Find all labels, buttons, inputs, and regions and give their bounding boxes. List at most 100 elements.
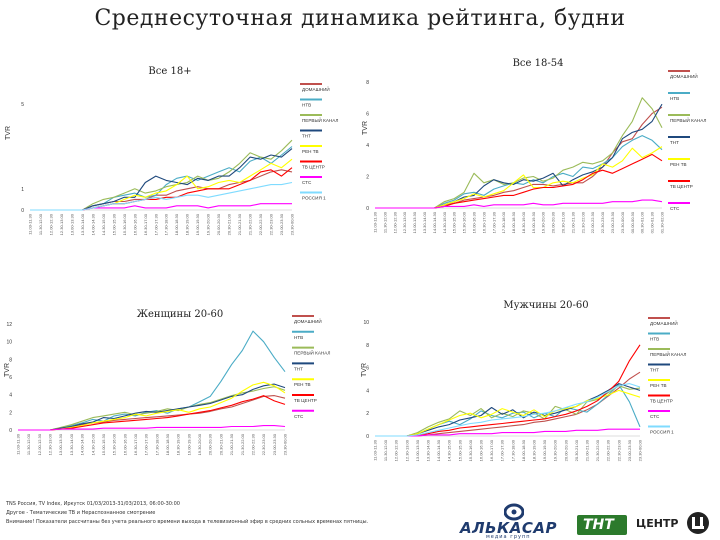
x-tick-label: 13.00-13.30 [58,433,63,455]
y-tick-label: 0 [21,208,24,214]
x-tick-label: 11.03-11.30 [28,213,33,235]
legend-label: РЕН ТВ [670,162,687,167]
x-tick-label: 17.00-17.30 [153,213,158,235]
legend-label: ТНТ [650,368,659,373]
legend-label: РЕН ТВ [302,149,319,154]
x-tick-label: 15.30-16.00 [468,439,473,461]
x-tick-label: 11.30-12.00 [383,439,388,461]
legend-label: РЕН ТВ [294,382,311,387]
y-tick-label: 2 [9,410,12,416]
x-tick-label: 12.00-12.30 [48,213,53,235]
x-tick-label: 21.00-21.30 [570,211,575,233]
x-tick-label: 11.30-12.00 [382,211,387,233]
alkasar-emblem-icon [504,503,524,521]
series-line-5 [375,389,641,437]
x-tick-label: 12.30-13.00 [402,211,407,233]
legend-label: НТВ [302,103,311,108]
x-tick-label: 18.30-19.00 [176,433,181,455]
x-tick-label: 12.30-13.00 [59,213,64,235]
x-tick-label: 23.00-23.30 [272,433,277,455]
x-tick-label: 19.00-19.30 [531,211,536,233]
x-tick-label: 22.30-23.00 [269,213,274,235]
legend-label: ТНТ [302,134,311,139]
x-tick-label: 20.00-20.30 [208,433,213,455]
legend-label: ТВ ЦЕНТР [302,165,325,170]
y-tick-label: 1 [21,187,24,193]
x-tick-label: 19.30-20.00 [553,439,558,461]
x-tick-label: 18.30-19.00 [521,211,526,233]
series-line-5 [375,146,663,209]
alkasar-name: АЛЬКАСАР [460,519,557,537]
x-tick-label: 19.00-19.30 [186,433,191,455]
x-tick-label: 17.30-18.00 [164,213,169,235]
legend-label: СТС [650,414,660,419]
y-tick-label: 12 [6,322,12,328]
legend-label: ТНТ [294,366,303,371]
chart-panel-4: Мужчины 20-60 TVR 0 2 4 6 8 10 11.03-11.30 11.30-… [361,300,686,461]
centre-logo-text: ЦЕНТР [636,517,679,530]
series-line-4 [18,383,286,431]
tnt-logo: ТНТ [577,515,627,535]
legend-label: ПЕРВЫЙ КАНАЛ [670,116,706,123]
legend-label: СТС [670,206,680,211]
x-tick-label: 14.00-14.30 [436,439,441,461]
x-tick-label: 12.00-12.30 [37,433,42,455]
y-tick-label: 2 [366,175,369,181]
legend-label: РОССИЯ 1 [302,196,326,201]
x-tick-label: 23.30-00.00 [290,213,295,235]
series-line-3 [375,385,641,437]
x-tick-label: 11.03-11.30 [16,433,21,455]
x-tick-label: 13.30-14.00 [422,211,427,233]
legend-label: НТВ [294,335,303,340]
x-tick-label: 18.00-18.30 [174,213,179,235]
x-tick-label: 18.30-19.00 [185,213,190,235]
x-tick-label: 19.30-20.00 [541,211,546,233]
x-tick-label: 21.30-22.00 [595,439,600,461]
x-tick-label: 14.30-15.00 [101,213,106,235]
x-tick-label: 12.00-12.30 [394,439,399,461]
x-tick-label: 17.30-18.00 [154,433,159,455]
x-tick-label: 13.30-14.00 [69,433,74,455]
y-tick-label: 0 [366,206,369,212]
x-tick-label: 21.30-22.00 [240,433,245,455]
series-line-7 [375,199,663,209]
x-tick-label: 13.00-13.30 [415,439,420,461]
chart-panel-3: Женщины 20-60 TVR 0 2 4 6 8 10 12 11.03-11.30 11.3… [4,309,330,455]
x-tick-label: 20.00-20.30 [563,439,568,461]
x-tick-label: 01.00-01.30 [650,211,655,233]
series-line-4 [375,103,663,209]
y-tick-label: 6 [366,366,369,372]
x-tick-label: 22.00-22.30 [606,439,611,461]
x-tick-label: 18.00-18.30 [165,433,170,455]
x-tick-label: 16.30-17.00 [143,213,148,235]
x-tick-label: 19.30-20.00 [197,433,202,455]
y-tick-label: 0 [366,434,369,440]
x-tick-label: 16.00-16.30 [122,433,127,455]
legend-label: НТВ [670,96,679,101]
y-tick-label: 8 [366,80,369,86]
x-tick-label: 15.30-16.00 [112,433,117,455]
centre-logo: ЦЕНТР [630,511,720,539]
x-tick-label: 18.30-19.00 [532,439,537,461]
x-tick-label: 23.00-23.30 [627,439,632,461]
x-tick-label: 13.00-13.30 [69,213,74,235]
x-tick-label: 19.00-19.30 [195,213,200,235]
legend-label: ПЕРВЫЙ КАНАЛ [650,350,686,357]
x-tick-label: 15.30-16.00 [122,213,127,235]
x-tick-label: 21.30-22.00 [248,213,253,235]
x-tick-label: 16.30-17.00 [489,439,494,461]
x-tick-label: 15.30-16.00 [462,211,467,233]
x-tick-label: 14.30-15.00 [90,433,95,455]
y-axis-label: TVR [4,363,11,377]
x-tick-label: 14.00-14.30 [80,433,85,455]
x-tick-label: 11.30-12.00 [26,433,31,455]
y-tick-label: 8 [9,357,12,363]
footer-line-source: TNS Россия, TV Index, Иркутск 01/03/2013… [6,501,180,507]
legend-label: СТС [302,180,312,185]
x-tick-label: 15.00-15.30 [111,213,116,235]
x-tick-label: 17.00-17.30 [491,211,496,233]
x-tick-label: 11.30-12.00 [38,213,43,235]
chart-panel-2: Все 18-54 TVR 0 2 4 6 8 11.03-11.30 11.30-12.00 1… [362,58,706,233]
x-tick-label: 00.00-00.30 [630,211,635,233]
legend-label: РОССИЯ 1 [650,430,674,435]
